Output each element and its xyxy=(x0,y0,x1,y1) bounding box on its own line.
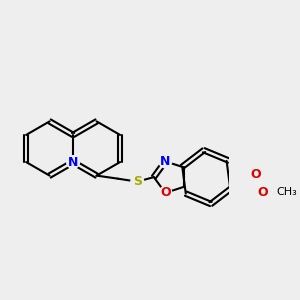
Text: O: O xyxy=(160,186,171,200)
Circle shape xyxy=(159,187,172,199)
Text: O: O xyxy=(250,168,261,181)
Text: S: S xyxy=(133,175,142,188)
Text: N: N xyxy=(160,155,170,168)
Text: O: O xyxy=(257,185,268,199)
Circle shape xyxy=(256,186,269,198)
Circle shape xyxy=(249,168,262,181)
Circle shape xyxy=(159,155,172,168)
Text: N: N xyxy=(68,156,78,169)
Circle shape xyxy=(67,156,80,169)
Text: CH₃: CH₃ xyxy=(277,187,298,197)
Circle shape xyxy=(131,175,144,188)
